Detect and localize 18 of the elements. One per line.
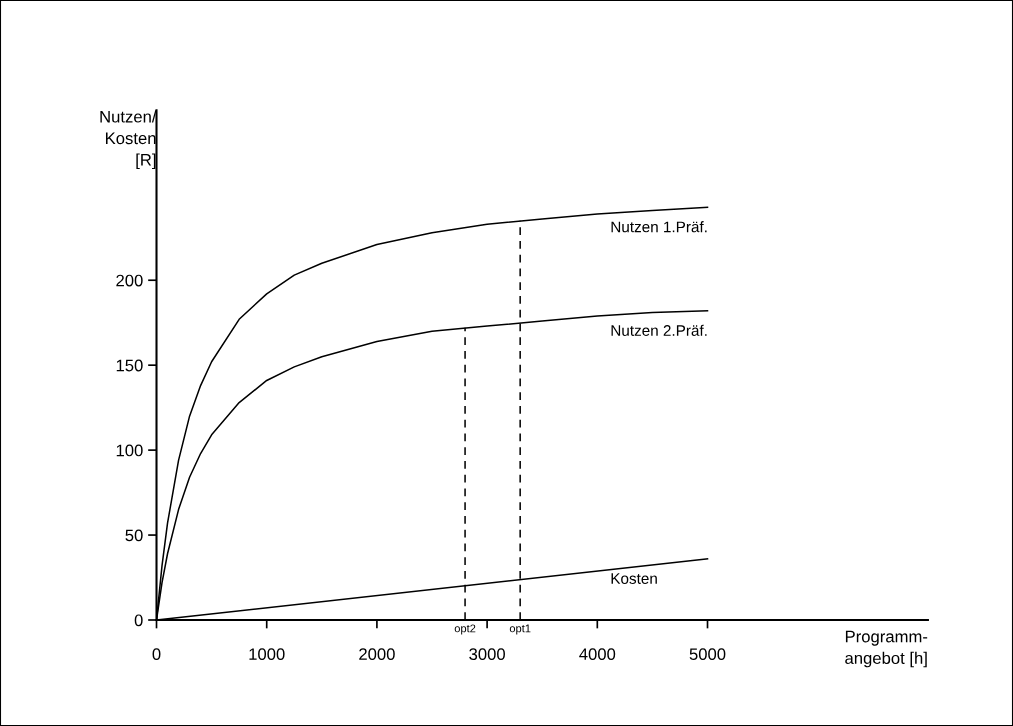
annotation: opt2	[454, 624, 476, 635]
series-label: Nutzen 1.Präf.	[611, 221, 707, 233]
x-tick-label: 2000	[359, 648, 395, 661]
x-axis-title: Programm- angebot [h]	[845, 630, 928, 668]
x-tick-label: 3000	[469, 648, 505, 661]
x-tick-label: 5000	[689, 648, 726, 661]
x-tick-label: 1000	[249, 648, 285, 661]
y-tick-label: 50	[125, 529, 143, 542]
x-tick-label: 4000	[579, 648, 616, 661]
x-tick-label: 0	[152, 648, 161, 661]
annotation: opt1	[509, 624, 531, 635]
y-tick-label: 150	[116, 359, 143, 372]
y-tick-label: 200	[116, 274, 143, 287]
y-tick-label: 0	[134, 614, 143, 627]
series-label: Nutzen 2.Präf.	[611, 324, 707, 336]
y-axis-title: Nutzen/ Kosten [R]	[100, 110, 157, 170]
series-label: Kosten	[611, 573, 657, 584]
y-tick-label: 100	[116, 444, 143, 457]
